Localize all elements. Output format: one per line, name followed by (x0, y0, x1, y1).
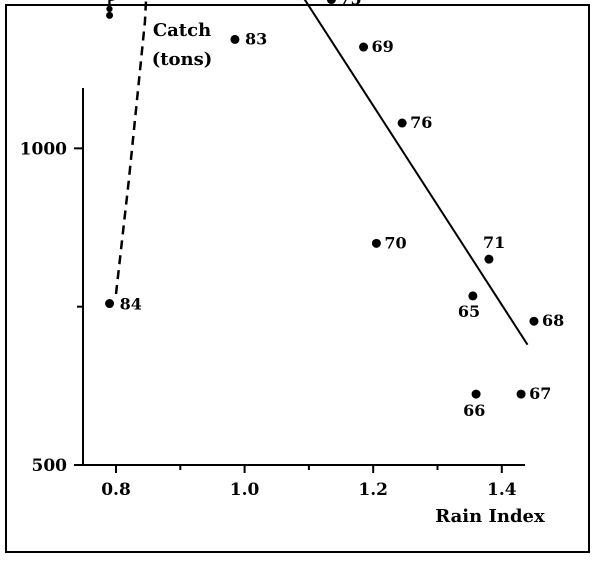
y-axis-label-line1: Catch (153, 20, 211, 41)
data-marks: ?817874797380827572778369767071658468666… (101, 0, 564, 420)
trend-line (303, 0, 529, 346)
data-point-67 (516, 389, 526, 399)
speculative-curve (114, 0, 148, 295)
point-label-69: 69 (372, 37, 394, 56)
question-dot (106, 11, 114, 19)
x-tick-label: 0.8 (101, 480, 131, 500)
point-label-66: 66 (463, 401, 485, 420)
y-tick-label: 500 (32, 456, 68, 476)
y-tick-label: 1000 (20, 139, 67, 159)
x-tick-label: 1.2 (358, 480, 388, 500)
data-point-70 (371, 238, 381, 248)
x-tick-label: 1.4 (487, 480, 517, 500)
point-label-65: 65 (458, 302, 480, 321)
data-point-69 (359, 42, 369, 52)
data-point-65 (468, 291, 478, 301)
point-label-70: 70 (384, 233, 406, 252)
data-point-75 (326, 0, 336, 5)
data-point-83 (230, 34, 240, 44)
chart-frame (5, 4, 590, 553)
point-label-76: 76 (410, 113, 432, 132)
question-mark: ? (101, 0, 121, 20)
point-label-75: 75 (339, 0, 361, 9)
x-tick-label: 1.0 (230, 480, 260, 500)
data-point-66 (471, 389, 481, 399)
point-label-84: 84 (120, 295, 142, 314)
data-point-68 (529, 316, 539, 326)
point-label-67: 67 (529, 384, 551, 403)
data-point-84 (105, 299, 115, 309)
data-point-76 (397, 118, 407, 128)
x-axis-label: Rain Index (435, 506, 545, 527)
axes: 500100015000.81.01.21.4 (20, 88, 525, 500)
point-label-71: 71 (483, 233, 505, 252)
point-label-68: 68 (542, 311, 564, 330)
data-point-71 (484, 254, 494, 264)
point-label-83: 83 (245, 29, 267, 48)
y-axis-label-line2: (tons) (152, 49, 213, 70)
